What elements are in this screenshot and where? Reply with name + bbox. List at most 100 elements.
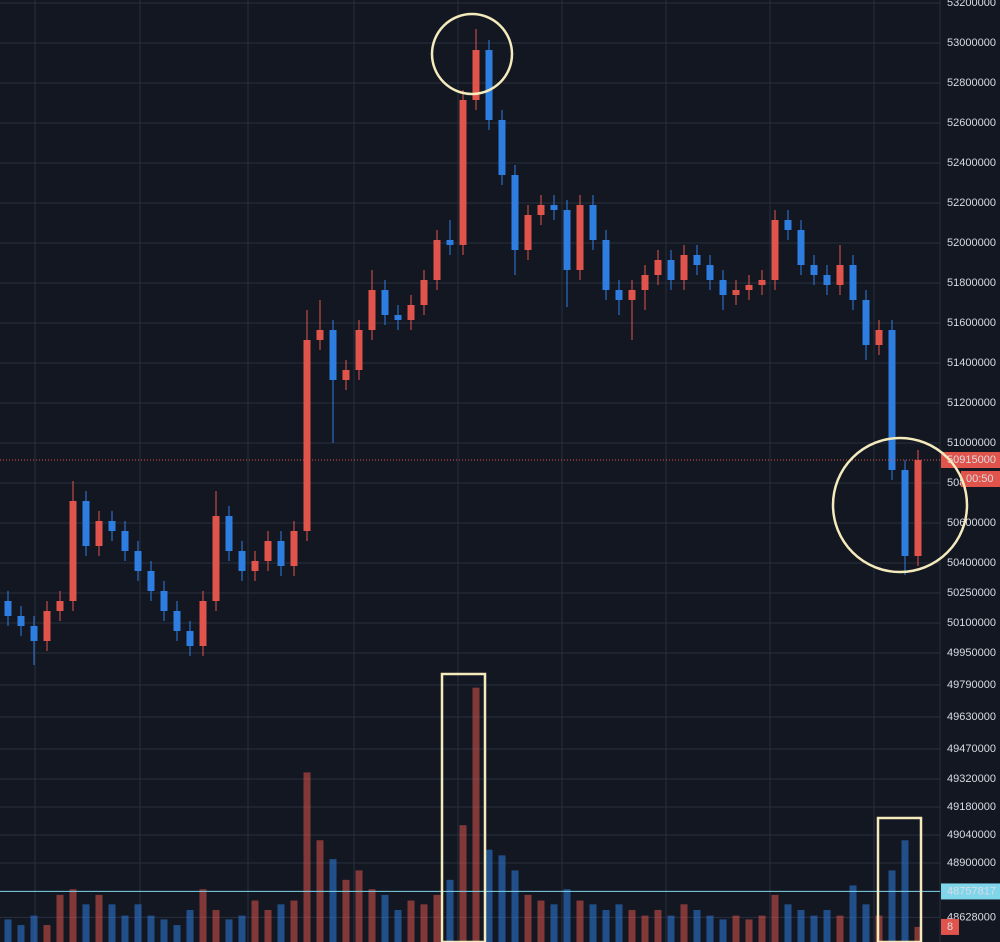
volume-bar: [745, 919, 753, 942]
candle-body: [420, 280, 428, 305]
candle-body: [615, 290, 623, 300]
volume-bar: [420, 904, 428, 942]
y-tick-label: 50400000: [947, 557, 996, 569]
candle-body: [264, 541, 272, 561]
candle-body: [225, 516, 233, 551]
volume-bar: [706, 915, 714, 942]
candle-body: [303, 340, 311, 531]
volume-bar: [628, 909, 636, 942]
candle-body: [134, 551, 142, 571]
candle-body: [524, 215, 532, 250]
volume-bar: [355, 870, 363, 942]
volume-bar: [784, 904, 792, 942]
y-tick-label: 52800000: [947, 77, 996, 89]
volume-bar: [771, 894, 779, 942]
y-tick-label: 52600000: [947, 117, 996, 129]
y-tick-label: 50600000: [947, 517, 996, 529]
volume-bar: [95, 894, 103, 942]
candle-body: [433, 240, 441, 280]
volume-bar: [589, 904, 597, 942]
volume-bar: [69, 889, 77, 942]
volume-label: 8: [947, 921, 953, 933]
volume-bar: [368, 889, 376, 942]
candle-body: [641, 275, 649, 290]
volume-bar: [30, 915, 38, 942]
y-tick-label: 51800000: [947, 277, 996, 289]
volume-bar: [290, 900, 298, 942]
candle-body: [459, 100, 467, 245]
volume-bar: [446, 879, 454, 942]
highlight-circle: [831, 436, 969, 574]
volume-bar: [147, 915, 155, 942]
candle-body: [862, 300, 870, 345]
candle-body: [69, 501, 77, 601]
candle-body: [43, 611, 51, 641]
volume-bar: [134, 904, 142, 942]
candle-body: [667, 260, 675, 280]
y-tick-label: 51400000: [947, 357, 996, 369]
last-price-box: [941, 452, 1000, 468]
candle-body: [719, 280, 727, 295]
y-tick-label: 48628000: [947, 911, 996, 923]
volume-bar: [719, 919, 727, 942]
volume-bar: [667, 915, 675, 942]
candle-body: [901, 470, 909, 556]
volume-bar: [498, 855, 506, 942]
y-tick-label: 49180000: [947, 801, 996, 813]
volume-bar: [472, 687, 480, 942]
volume-bar: [615, 904, 623, 942]
y-tick-label: 51200000: [947, 397, 996, 409]
volume-bar: [43, 925, 51, 942]
grid: [0, 2, 940, 918]
ma-label: 48757817: [947, 885, 996, 897]
candle-body: [849, 265, 857, 300]
y-tick-label: 49790000: [947, 679, 996, 691]
candle-body: [277, 541, 285, 566]
candle-body: [160, 591, 168, 611]
candle-body: [732, 290, 740, 295]
volume-bar: [797, 909, 805, 942]
volume-bar: [537, 900, 545, 942]
volume-bar: [160, 919, 168, 942]
candle-body: [4, 601, 12, 616]
candle-body: [888, 330, 896, 470]
candle-body: [108, 521, 116, 531]
candle-body: [771, 220, 779, 280]
candle-body: [212, 516, 220, 601]
volume-bar: [199, 889, 207, 942]
volume-bar: [810, 915, 818, 942]
volume-bar: [82, 904, 90, 942]
y-tick-label: 48900000: [947, 857, 996, 869]
volume-bar: [641, 915, 649, 942]
candle-body: [329, 330, 337, 380]
candle-body: [17, 616, 25, 626]
candle-body: [628, 290, 636, 300]
candle-body: [355, 330, 363, 370]
candle-body: [537, 205, 545, 215]
candle-body: [121, 531, 129, 551]
candle-body: [576, 205, 584, 270]
volume-bar: [264, 909, 272, 942]
volume-bar: [173, 925, 181, 942]
candle-body: [290, 531, 298, 566]
volume-bar: [576, 900, 584, 942]
candle-body: [589, 205, 597, 240]
y-tick-label: 50100000: [947, 617, 996, 629]
candle-body: [550, 205, 558, 210]
volume-bar: [251, 900, 259, 942]
volume-bar: [511, 870, 519, 942]
y-tick-label: 52200000: [947, 197, 996, 209]
candle-body: [238, 551, 246, 571]
y-tick-label: 49950000: [947, 647, 996, 659]
candle-body: [394, 315, 402, 320]
volume-bar: [303, 772, 311, 942]
candle-body: [693, 255, 701, 265]
volume-box: [941, 918, 959, 935]
y-tick-label: 49470000: [947, 743, 996, 755]
y-tick-label: 49320000: [947, 773, 996, 785]
candle-body: [342, 370, 350, 380]
candle-body: [251, 561, 259, 571]
candle-body: [706, 265, 714, 280]
candle-body: [30, 626, 38, 641]
